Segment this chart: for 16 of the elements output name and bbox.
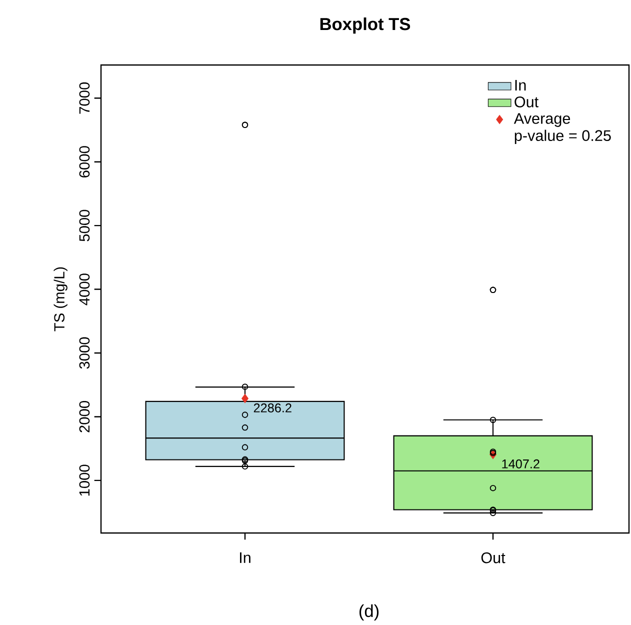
chart-title: Boxplot TS bbox=[320, 17, 410, 34]
legend-label: Out bbox=[514, 96, 538, 108]
text: (d) bbox=[359, 604, 379, 621]
data-label: 1407.2 bbox=[502, 459, 540, 468]
y-tick-label: 5000 bbox=[79, 210, 90, 242]
legend-label: Average bbox=[514, 113, 570, 127]
y-tick-label: 2000 bbox=[79, 401, 90, 432]
legend-label: In bbox=[515, 80, 526, 91]
y-tick-label: 3000 bbox=[79, 337, 90, 369]
y-axis-title: TS (mg/L) bbox=[54, 267, 68, 332]
y-tick-label: 1000 bbox=[79, 464, 90, 496]
y-tick-label: 4000 bbox=[79, 274, 90, 306]
y-tick-label: 7000 bbox=[79, 82, 90, 114]
annotation: p-value = 0.25 bbox=[514, 130, 611, 144]
y-tick-label: 6000 bbox=[79, 146, 90, 178]
data-label: 2286.2 bbox=[254, 403, 292, 412]
